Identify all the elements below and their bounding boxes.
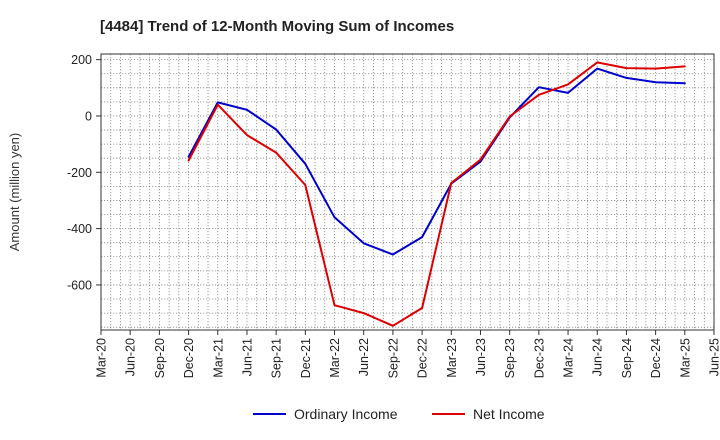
- x-tick-label: Dec-22: [416, 338, 430, 378]
- series-line-ordinary-income: [187, 67, 686, 256]
- y-tick-label: -600: [67, 278, 92, 292]
- series-line-net-income: [187, 61, 686, 327]
- y-tick-label: 0: [85, 109, 92, 123]
- series-layer: [187, 61, 686, 327]
- x-tick-label: Sep-22: [386, 338, 400, 378]
- x-tick-label: Jun-24: [591, 338, 605, 376]
- x-tick-labels: Mar-20 Jun-20 Sep-20 Dec-20 Mar-21 Jun-21 Sep-…: [95, 330, 720, 378]
- legend-label: Net Income: [473, 406, 545, 422]
- y-tick-label: -200: [67, 166, 92, 180]
- x-tick-label: Dec-21: [299, 338, 313, 378]
- x-tick-label: Sep-24: [620, 338, 634, 378]
- x-tick-label: Mar-21: [211, 338, 225, 378]
- chart-title: [4484] Trend of 12-Month Moving Sum of I…: [100, 18, 454, 35]
- x-tick-label: Jun-20: [124, 338, 138, 376]
- x-tick-label: Jun-25: [708, 338, 720, 376]
- x-tick-label: Sep-21: [270, 338, 284, 378]
- legend: Ordinary Income Net Income: [253, 406, 545, 422]
- x-tick-label: Jun-23: [474, 338, 488, 376]
- y-axis-title: Amount (million yen): [7, 133, 22, 252]
- grid-layer: [101, 54, 714, 330]
- x-tick-label: Dec-23: [532, 338, 546, 378]
- y-tick-label: 200: [71, 53, 92, 67]
- y-tick-label: -400: [67, 222, 92, 236]
- x-tick-label: Mar-23: [445, 338, 459, 378]
- x-tick-label: Sep-23: [503, 338, 517, 378]
- x-tick-label: Dec-24: [649, 338, 663, 378]
- legend-label: Ordinary Income: [294, 406, 398, 422]
- x-tick-label: Mar-20: [95, 338, 109, 378]
- x-tick-label: Mar-22: [328, 338, 342, 378]
- x-tick-label: Mar-25: [678, 338, 692, 378]
- x-tick-label: Jun-21: [240, 338, 254, 376]
- y-tick-labels: 200 0 -200 -400 -600: [67, 53, 101, 292]
- x-tick-label: Mar-24: [562, 338, 576, 378]
- x-tick-label: Dec-20: [182, 338, 196, 378]
- plot-frame: [100, 53, 715, 331]
- x-tick-label: Sep-20: [153, 338, 167, 378]
- x-tick-label: Jun-22: [357, 338, 371, 376]
